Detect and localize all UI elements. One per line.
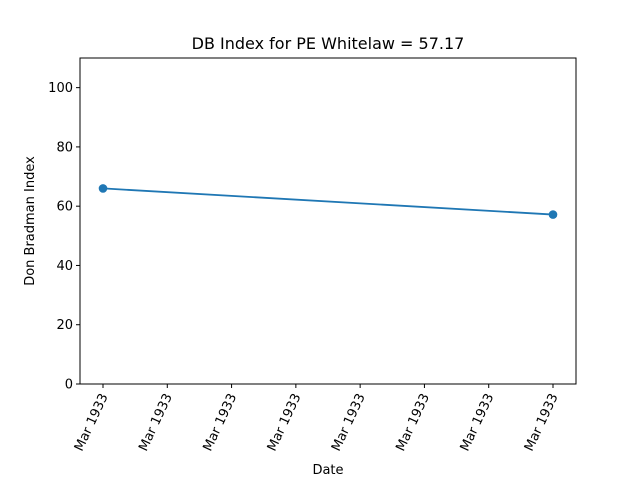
x-axis: Mar 1933 Mar 1933 Mar 1933 Mar 1933 Mar 1933…: [72, 384, 562, 454]
y-tick-label: 40: [56, 259, 73, 274]
y-tick-label: 60: [56, 200, 73, 215]
data-point: [98, 184, 108, 193]
x-tick-label: Mar 1933: [201, 391, 241, 453]
data-point: [548, 210, 558, 219]
x-tick-label: Mar 1933: [72, 391, 112, 453]
y-axis-label: Don Bradman Index: [23, 156, 38, 286]
y-tick-label: 80: [56, 140, 73, 155]
x-tick-label: Mar 1933: [136, 391, 176, 453]
series-line: [102, 187, 554, 216]
series-layer: [98, 184, 558, 219]
x-tick-label: Mar 1933: [329, 391, 369, 453]
plot-area: [79, 57, 577, 385]
x-tick-label: Mar 1933: [265, 391, 305, 453]
y-tick-label: 100: [48, 81, 73, 96]
x-tick-label: Mar 1933: [458, 391, 498, 453]
x-tick-label: Mar 1933: [393, 391, 433, 453]
y-axis: 0 20 40 60 80 100: [48, 81, 80, 393]
y-tick-label: 20: [56, 318, 73, 333]
x-tick-label: Mar 1933: [522, 391, 562, 453]
y-tick-label: 0: [65, 378, 73, 393]
x-axis-label: Date: [312, 463, 343, 478]
chart-title: DB Index for PE Whitelaw = 57.17: [192, 34, 465, 53]
